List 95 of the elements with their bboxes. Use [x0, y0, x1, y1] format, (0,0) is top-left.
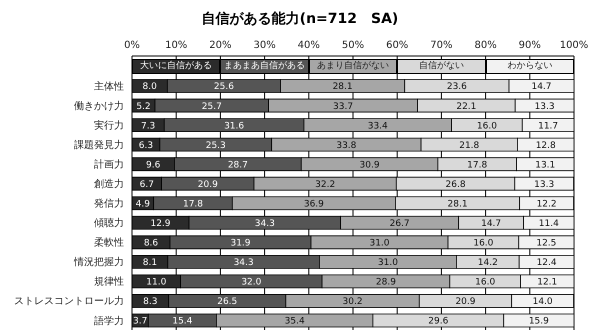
data-label: 28.9: [376, 278, 396, 288]
data-label: 28.7: [228, 160, 248, 170]
series-label: わからない: [486, 59, 574, 74]
data-label: 36.9: [304, 199, 324, 210]
x-tick-label: 70%: [430, 40, 453, 51]
data-label: 9.6: [146, 160, 161, 170]
data-label: 31.9: [230, 238, 251, 249]
x-tick-label: 0%: [124, 40, 140, 51]
data-label: 30.2: [342, 297, 363, 308]
x-tick-label: 100%: [560, 40, 588, 51]
data-label: 32.0: [241, 278, 262, 288]
data-label: 12.2: [536, 199, 557, 210]
y-tick-label: 語学力: [94, 314, 124, 327]
data-label: 29.6: [428, 316, 449, 327]
data-label: 26.7: [390, 218, 410, 229]
y-tick-label: 働きかけ力: [74, 100, 124, 112]
data-label: 3.7: [133, 316, 148, 327]
data-label: 5.2: [136, 102, 151, 112]
data-label: 12.1: [537, 278, 558, 288]
x-tick-label: 80%: [474, 40, 497, 51]
y-tick-label: 課題発見力: [74, 138, 124, 151]
data-label: 13.1: [535, 160, 556, 170]
x-tick-label: 40%: [298, 40, 320, 51]
data-label: 22.1: [456, 102, 476, 112]
data-label: 12.9: [150, 218, 171, 229]
data-label: 17.8: [182, 199, 204, 210]
x-tick-label: 60%: [386, 40, 408, 51]
y-tick-label: 創造力: [94, 178, 124, 190]
y-tick-label: 情況把握力: [73, 256, 124, 268]
data-label: 25.3: [206, 140, 226, 151]
x-tick-label: 50%: [342, 40, 364, 51]
data-label: 34.3: [254, 218, 275, 229]
y-tick-label: ストレスコントロール力: [14, 295, 124, 308]
data-label: 16.0: [475, 278, 496, 288]
data-label: 4.9: [136, 199, 150, 210]
data-label: 35.4: [284, 316, 305, 327]
data-label: 6.7: [140, 180, 154, 190]
data-label: 25.6: [214, 82, 234, 92]
y-tick-label: 柔軟性: [94, 236, 124, 249]
chart-title: 自信がある能力(n=712 SA): [200, 10, 400, 29]
data-label: 6.3: [138, 140, 154, 151]
series-label: まあまあ自信がある: [220, 59, 309, 74]
data-label: 16.0: [473, 238, 494, 249]
data-label: 23.6: [446, 82, 468, 92]
data-label: 25.7: [202, 102, 222, 112]
data-label: 11.0: [146, 278, 167, 288]
data-label: 26.5: [217, 297, 238, 308]
data-label: 33.8: [336, 140, 357, 151]
data-label: 13.3: [534, 102, 555, 112]
data-label: 32.2: [315, 180, 336, 190]
y-tick-label: 実行力: [94, 119, 124, 132]
data-label: 14.0: [532, 297, 553, 308]
x-tick-label: 10%: [165, 40, 188, 51]
data-label: 21.8: [459, 140, 480, 151]
data-label: 15.4: [172, 316, 193, 327]
data-label: 26.8: [446, 180, 466, 190]
data-label: 7.3: [140, 121, 156, 132]
data-label: 33.4: [368, 121, 388, 132]
data-label: 8.0: [142, 82, 158, 92]
series-label: 自信がない: [397, 59, 486, 74]
data-label: 11.7: [538, 121, 558, 132]
data-label: 20.9: [455, 297, 476, 308]
data-label: 8.1: [142, 258, 158, 268]
x-tick-label: 30%: [253, 40, 276, 51]
y-tick-label: 計画力: [94, 158, 124, 170]
data-label: 17.8: [467, 160, 488, 170]
data-label: 28.1: [332, 82, 353, 92]
data-label: 12.5: [536, 238, 556, 249]
y-tick-label: 発信力: [94, 198, 124, 210]
data-label: 14.7: [481, 218, 502, 229]
series-label: 大いに自信がある: [132, 59, 220, 74]
data-label: 33.7: [333, 102, 354, 112]
data-label: 15.9: [528, 316, 550, 327]
data-label: 14.2: [478, 258, 498, 268]
data-label: 31.0: [378, 258, 398, 268]
data-label: 12.8: [536, 140, 556, 151]
data-label: 13.3: [534, 180, 554, 190]
data-label: 31.0: [369, 238, 390, 249]
y-tick-label: 傾聴力: [94, 217, 124, 230]
y-tick-label: 規律性: [94, 276, 124, 288]
data-label: 30.9: [360, 160, 380, 170]
x-tick-label: 20%: [209, 40, 232, 51]
data-label: 28.1: [448, 199, 468, 210]
x-tick-label: 90%: [518, 40, 541, 51]
data-label: 12.4: [536, 258, 557, 268]
data-label: 8.6: [144, 238, 158, 249]
data-label: 14.7: [531, 82, 552, 92]
data-label: 31.6: [224, 121, 244, 132]
y-tick-label: 主体性: [94, 80, 124, 92]
data-label: 20.9: [198, 180, 218, 190]
series-label: あまり自信がない: [308, 59, 398, 74]
data-label: 8.3: [143, 297, 158, 308]
data-label: 11.4: [538, 218, 560, 229]
data-label: 34.3: [234, 258, 254, 268]
data-label: 16.0: [476, 121, 498, 132]
